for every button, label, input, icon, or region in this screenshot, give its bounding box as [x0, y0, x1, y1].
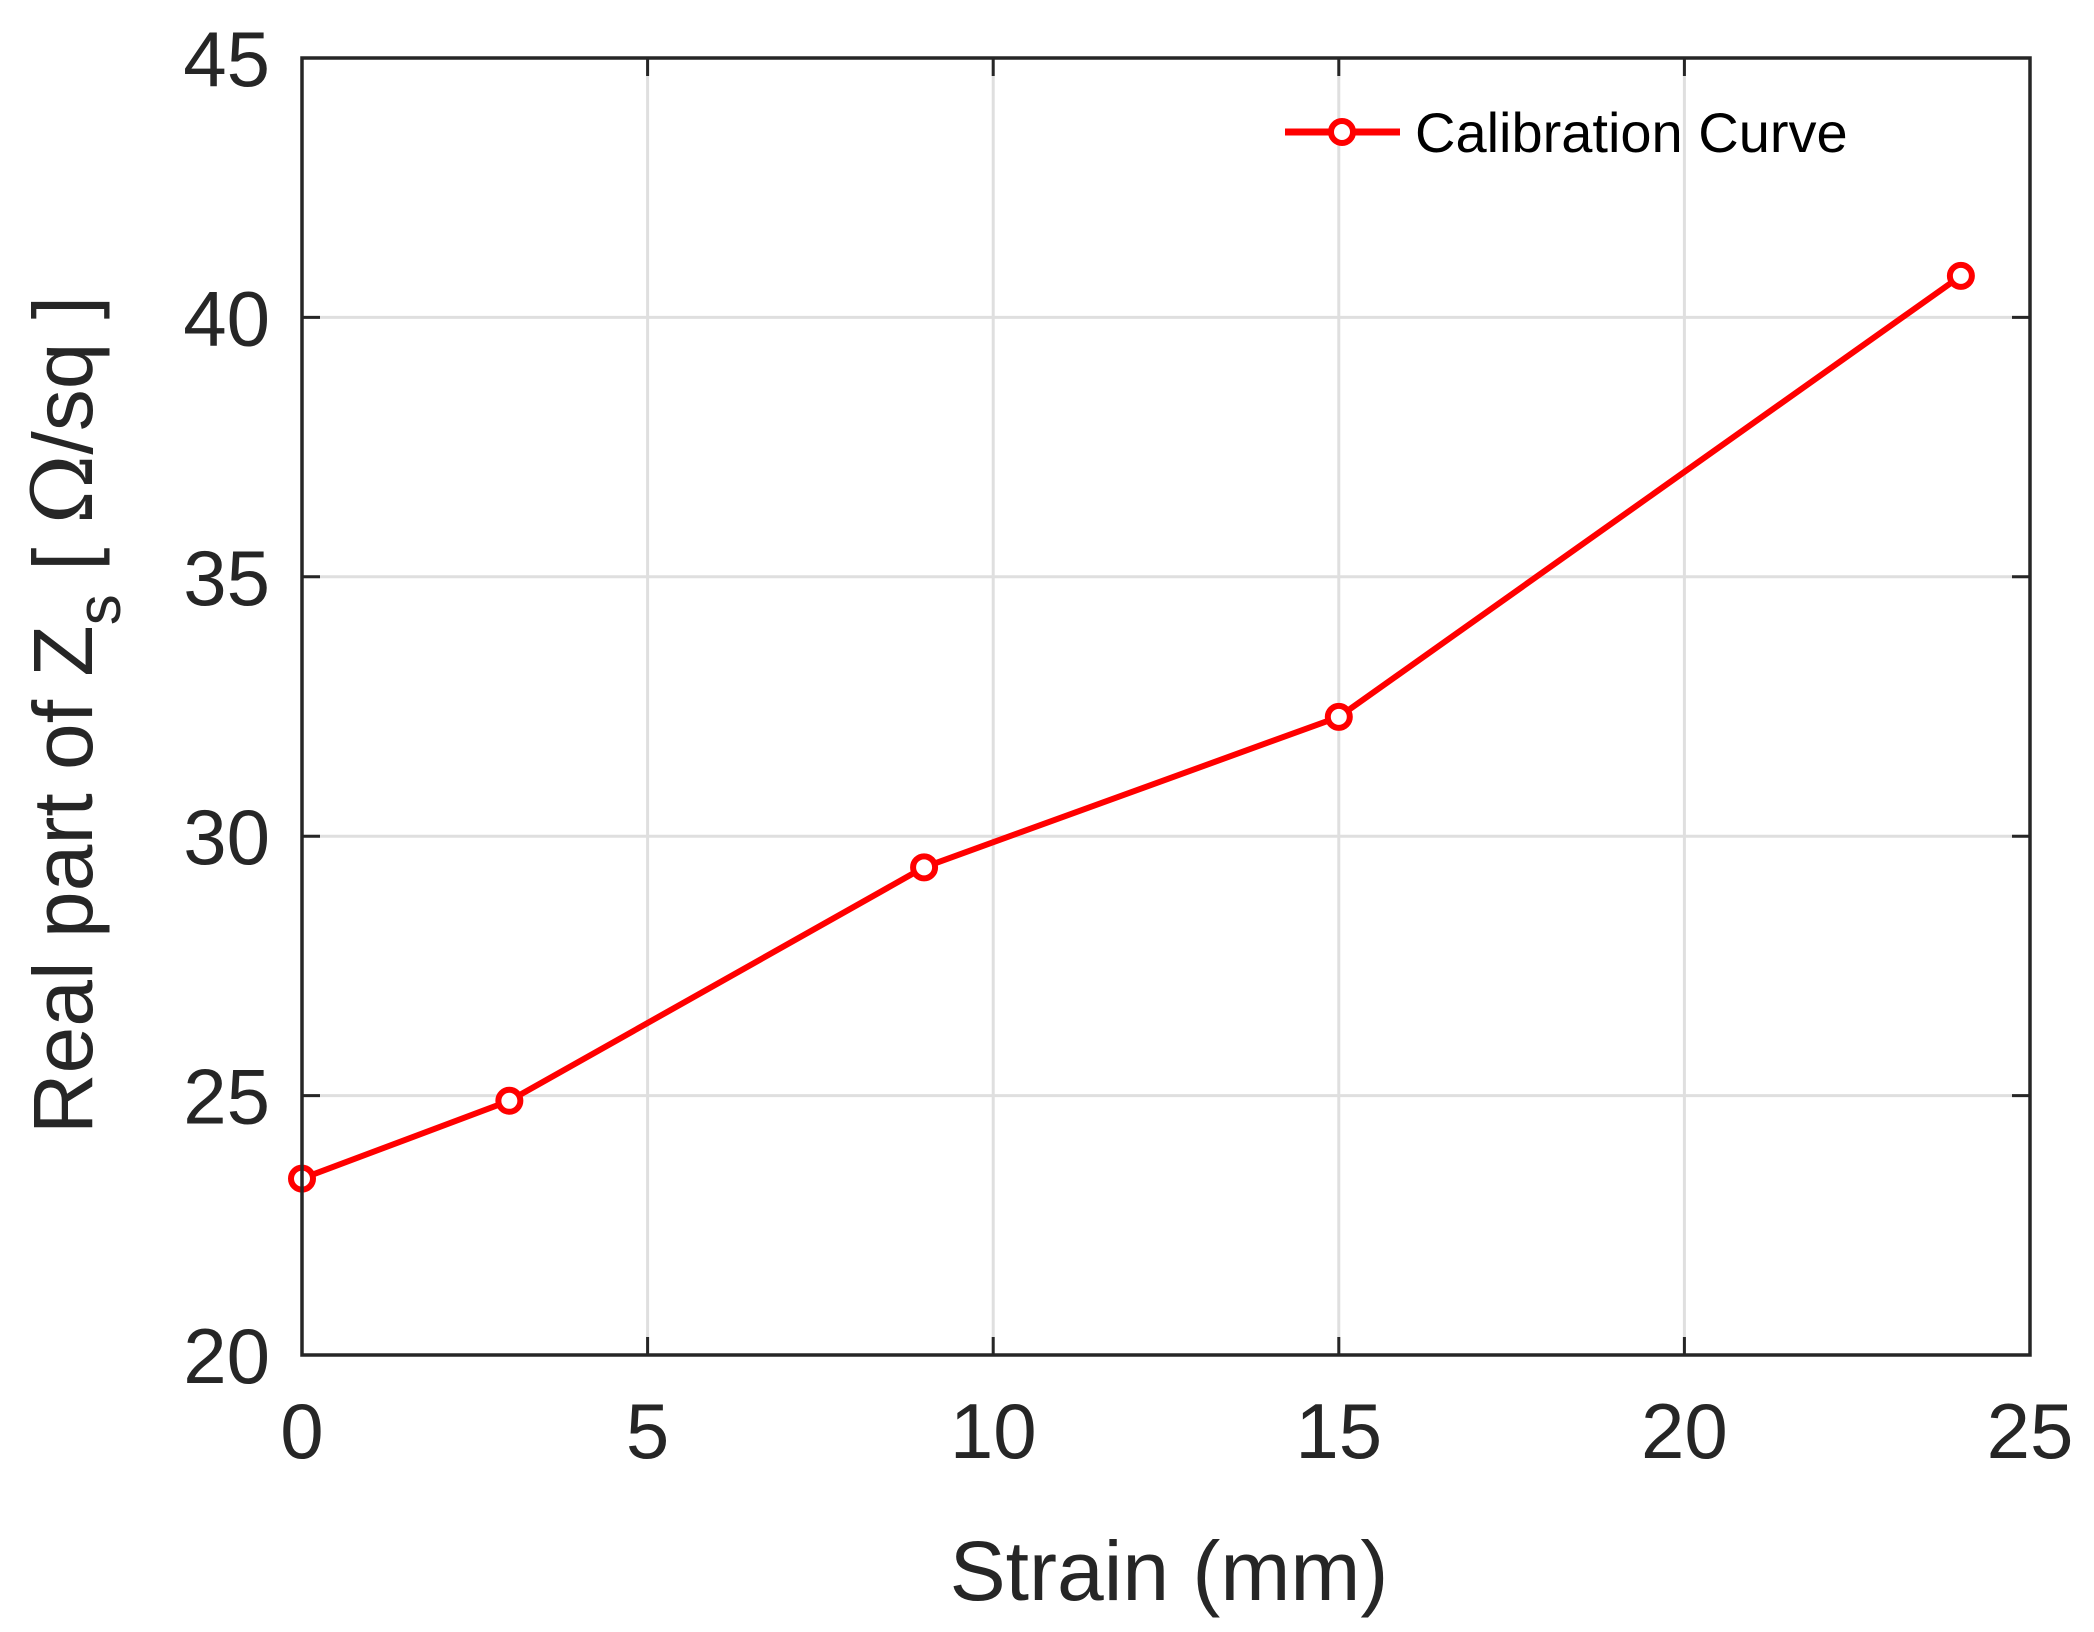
y-tick-label-3: 35: [183, 534, 270, 622]
tick-labels: 0 5 10 15 20 25 20 25 30 35 40 45: [183, 15, 2073, 1475]
x-tick-label-4: 20: [1641, 1387, 1728, 1475]
y-tick-label-1: 25: [183, 1053, 270, 1141]
data-point-0-3: [1324, 702, 1353, 731]
x-tick-label-0: 0: [280, 1387, 323, 1475]
series-layer: [288, 261, 1975, 1193]
grid: [300, 56, 2032, 1357]
y-tick-label-2: 30: [183, 793, 270, 881]
y-axis-title-unit-rest: /sq ]: [16, 296, 110, 455]
x-tick-label-5: 25: [1987, 1387, 2074, 1475]
x-tick-label-1: 5: [626, 1387, 669, 1475]
y-tick-label-0: 20: [183, 1312, 270, 1400]
x-tick-label-3: 15: [1295, 1387, 1382, 1475]
data-point-0-4: [1946, 261, 1975, 290]
y-axis-title: Real part of Zs [ Ω/sq ]: [14, 296, 134, 1134]
y-axis-title-unit-open: [: [16, 524, 110, 594]
y-tick-label-4: 40: [183, 274, 270, 362]
legend: Calibration Curve: [1285, 101, 1848, 164]
x-axis-title: Strain (mm): [950, 1524, 1389, 1618]
y-axis-title-prefix: Real part of Z: [16, 625, 110, 1134]
legend-label: Calibration Curve: [1415, 101, 1848, 164]
y-tick-label-5: 45: [183, 15, 270, 103]
plot-area-border: [300, 56, 2032, 1357]
y-axis-title-unit-symbol: Ω: [14, 455, 112, 525]
legend-marker-sample: [1328, 118, 1356, 146]
y-axis-title-subscript: s: [65, 594, 134, 625]
data-point-0-2: [910, 853, 939, 882]
data-point-0-1: [495, 1086, 524, 1115]
axes: [300, 56, 2032, 1357]
x-tick-label-2: 10: [950, 1387, 1037, 1475]
series-line-0: [300, 273, 1963, 1182]
